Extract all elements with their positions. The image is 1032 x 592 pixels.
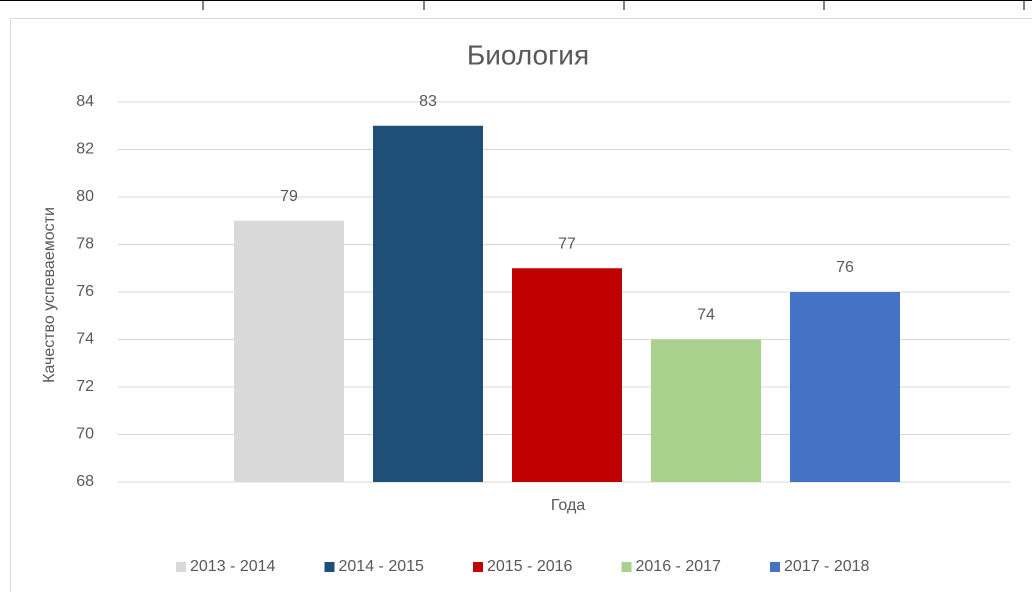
bar [373,125,483,482]
y-tick-label: 80 [76,188,94,205]
y-tick-label: 82 [76,141,94,158]
data-label: 74 [697,307,715,324]
data-label: 79 [280,188,298,205]
y-tick-label: 78 [76,236,94,253]
legend-label: 2014 - 2015 [339,558,425,575]
legend-swatch [621,562,632,572]
legend-label: 2017 - 2018 [784,558,870,575]
y-tick-label: 68 [76,473,94,490]
x-axis-label: Года [551,497,585,514]
legend-swatch [324,562,335,572]
y-tick-label: 72 [76,378,94,395]
bar [651,339,761,482]
y-tick-label: 84 [76,93,94,110]
legend-swatch [473,562,483,572]
legend-label: 2013 - 2014 [190,558,276,575]
data-label: 77 [558,235,576,252]
data-label: 76 [836,259,854,276]
chart-title: Биология [467,39,589,70]
bar [512,268,622,482]
legend-swatch [176,562,186,572]
top-ruler [0,0,1032,10]
data-label: 83 [419,93,437,110]
y-tick-label: 76 [76,283,94,300]
bar [234,220,344,482]
legend-swatch [770,562,780,572]
legend-label: 2015 - 2016 [487,558,573,575]
y-tick-label: 74 [76,331,94,348]
bar [790,292,900,482]
y-axis-label: Качество успеваемости [41,207,58,383]
legend-label: 2016 - 2017 [636,558,722,575]
y-tick-label: 70 [76,426,94,443]
